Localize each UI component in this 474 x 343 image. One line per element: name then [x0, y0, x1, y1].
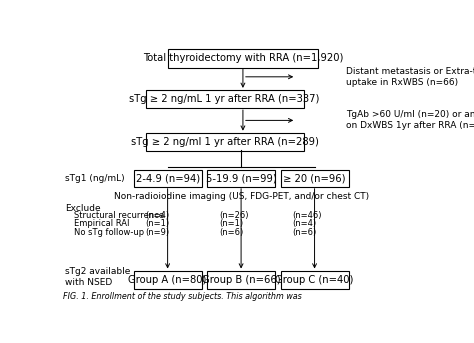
Text: sTg1 (ng/mL): sTg1 (ng/mL) [65, 174, 124, 183]
Text: (n=46): (n=46) [292, 211, 322, 220]
Text: FIG. 1. Enrollment of the study subjects. This algorithm was: FIG. 1. Enrollment of the study subjects… [63, 292, 301, 300]
Text: Total thyroidectomy with RRA (n=1,920): Total thyroidectomy with RRA (n=1,920) [143, 53, 343, 63]
Text: Non-radioiodine imaging (US, FDG-PET, and/or chest CT): Non-radioiodine imaging (US, FDG-PET, an… [114, 192, 369, 201]
Text: (n=1): (n=1) [219, 220, 243, 228]
Text: (n=6): (n=6) [292, 228, 317, 237]
FancyBboxPatch shape [168, 49, 318, 68]
Text: Structural recurrence: Structural recurrence [74, 211, 164, 220]
Text: (n=4): (n=4) [146, 211, 170, 220]
FancyBboxPatch shape [134, 271, 201, 289]
FancyBboxPatch shape [146, 90, 303, 108]
Text: 2-4.9 (n=94): 2-4.9 (n=94) [136, 174, 200, 184]
FancyBboxPatch shape [207, 170, 275, 187]
Text: (n=4): (n=4) [292, 220, 317, 228]
FancyBboxPatch shape [281, 170, 348, 187]
Text: Group B (n=66): Group B (n=66) [202, 275, 281, 285]
Text: Exclude: Exclude [65, 204, 100, 213]
FancyBboxPatch shape [146, 133, 303, 151]
Text: Empirical RAI: Empirical RAI [74, 220, 129, 228]
Text: Distant metastasis or Extra-thyroid bed
uptake in RxWBS (n=66): Distant metastasis or Extra-thyroid bed … [346, 67, 474, 87]
FancyBboxPatch shape [134, 170, 201, 187]
Text: (n=9): (n=9) [146, 228, 170, 237]
Text: (n=1): (n=1) [146, 220, 170, 228]
FancyBboxPatch shape [207, 271, 275, 289]
Text: ≥ 20 (n=96): ≥ 20 (n=96) [283, 174, 346, 184]
Text: sTg2 available
with NSED: sTg2 available with NSED [65, 267, 130, 287]
Text: No sTg follow-up: No sTg follow-up [74, 228, 144, 237]
FancyBboxPatch shape [281, 271, 348, 289]
Text: sTg ≥ 2 ng/ml 1 yr after RRA (n=289): sTg ≥ 2 ng/ml 1 yr after RRA (n=289) [131, 137, 319, 147]
Text: Group A (n=80): Group A (n=80) [128, 275, 207, 285]
Text: Group C (n=40): Group C (n=40) [275, 275, 354, 285]
Text: TgAb >60 U/ml (n=20) or any uptake
on DxWBS 1yr after RRA (n=28): TgAb >60 U/ml (n=20) or any uptake on Dx… [346, 110, 474, 130]
Text: (n=6): (n=6) [219, 228, 243, 237]
Text: 5-19.9 (n=99): 5-19.9 (n=99) [206, 174, 276, 184]
Text: sTg ≥ 2 ng/mL 1 yr after RRA (n=337): sTg ≥ 2 ng/mL 1 yr after RRA (n=337) [129, 94, 320, 104]
Text: (n=26): (n=26) [219, 211, 248, 220]
